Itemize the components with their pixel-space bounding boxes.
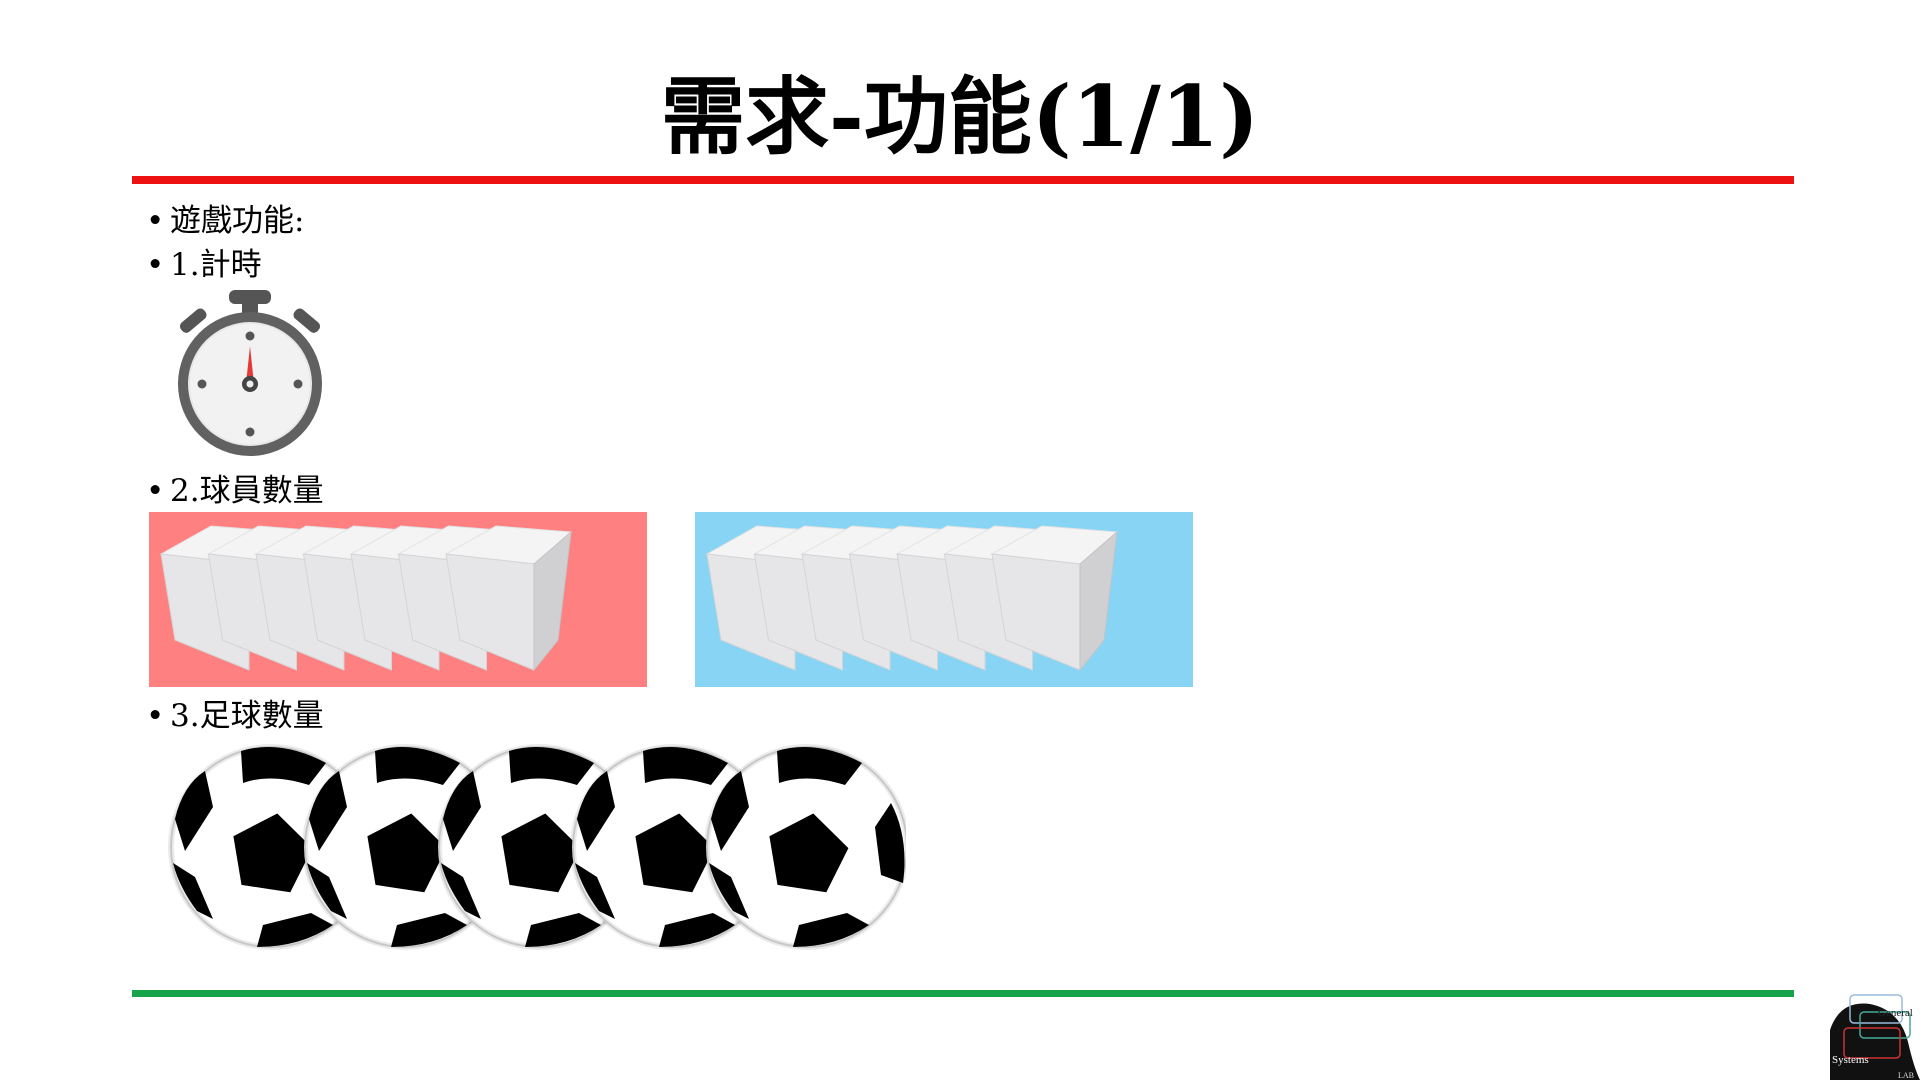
logo-line-3: LAB [1898,1071,1914,1080]
bullet-text: 3.足球數量 [170,698,324,734]
bullet-text: 2.球員數量 [170,473,324,509]
team-a-player-block [444,525,573,672]
team-a-players [149,512,647,687]
bullet-marker: • [146,473,165,509]
team-b-player-block [990,525,1119,672]
bullet-timer: • 1.計時 [146,245,262,285]
lab-logo: General Systems LAB [1830,990,1920,1080]
logo-line-1: General [1878,1007,1913,1019]
bullet-game-functions: • 遊戲功能: [146,201,304,241]
slide-title: 需求-功能(1/1) [661,67,1259,166]
soccer-ball-icon [704,744,910,950]
bullet-marker: • [146,698,165,734]
bullet-player-count: • 2.球員數量 [146,471,324,511]
footer-divider-green [132,990,1794,997]
soccer-balls [166,742,910,952]
stopwatch-icon [172,288,328,458]
logo-line-2: Systems [1832,1054,1869,1066]
bullet-text: 1.計時 [170,247,262,283]
bullet-marker: • [146,247,165,283]
title-divider-red [132,176,1794,184]
bullet-ball-count: • 3.足球數量 [146,696,324,736]
team-b-players [695,512,1193,687]
bullet-marker: • [146,203,165,239]
bullet-text: 遊戲功能: [170,203,305,239]
